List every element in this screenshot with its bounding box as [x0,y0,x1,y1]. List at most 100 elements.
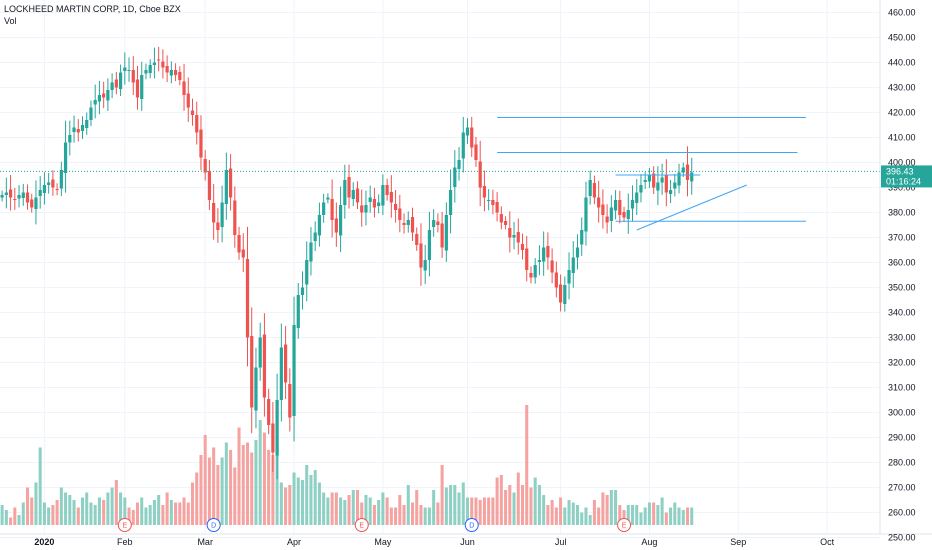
volume-bar [55,500,59,525]
volume-bar [161,505,165,525]
price-tick-label: 400.00 [888,158,916,168]
volume-bar [681,510,685,525]
candle-body [423,260,427,271]
volume-bar [554,507,558,525]
price-axis[interactable]: 460.00 450.00 440.00 430.00 420.00 410.00 400.… [888,8,916,543]
earnings-marker[interactable] [117,518,132,532]
volume-bar [64,492,68,525]
volume-bar [474,497,478,525]
volume-bar [313,470,317,525]
price-tick-label: 390.00 [888,183,916,193]
candle-body [542,247,546,262]
candle-body [63,142,68,173]
candle-body [34,197,38,209]
volume-bar [326,497,330,525]
candle-body [279,347,283,400]
volume-indicator-label[interactable]: Vol [4,16,17,26]
candle-body [584,197,588,232]
candle-body [419,243,423,268]
volume-bar [110,487,114,525]
volume-bar [271,455,275,525]
candle-body [588,180,592,196]
candle-body [93,100,97,105]
candle-body [470,127,474,148]
candle-body [228,168,233,198]
candle-body [55,189,59,190]
volume-bar [529,487,533,525]
price-tick-label: 370.00 [888,233,916,243]
time-axis[interactable]: 2020 Feb Mar Apr May Jun Jul Aug Sep Oct [34,537,834,547]
symbol-title[interactable]: LOCKHEED MARTIN CORP, 1D, Cboe BZX [4,4,181,14]
candle-body [59,170,63,189]
candle-body [305,260,309,285]
drawings[interactable] [497,117,806,231]
volume-bar [516,472,520,525]
volume-bar [68,495,72,525]
candle-body [520,244,525,250]
candle-body [427,230,432,260]
volume-bar [495,477,499,525]
price-tick-label: 410.00 [888,133,916,143]
candle-body [537,260,542,262]
volume-bar [491,497,495,525]
volume-bar [241,445,245,525]
candle-body [533,265,537,278]
candle-body [17,195,21,199]
dividend-marker[interactable] [206,518,221,532]
candle-body [173,70,178,75]
candle-body [368,197,372,202]
volume-bar [51,505,55,525]
volume-bar [25,487,30,525]
price-tick-label: 330.00 [888,333,916,343]
candle-body [288,384,292,418]
volume-bar [626,505,630,525]
candle-body [415,234,419,245]
candle-body [51,179,55,188]
volume-bar [351,490,355,525]
volume-bar [635,505,639,525]
candle-body [300,287,305,295]
candle-body [30,199,34,208]
volume-bar [664,512,668,525]
trend-line[interactable] [636,184,747,231]
candle-body [72,127,76,132]
volume-bar [588,515,592,525]
candle-body [313,232,317,241]
volume-bar [59,487,63,525]
candle-body [102,93,106,98]
price-tick-label: 380.00 [888,208,916,218]
candle-body [554,272,558,288]
volume-bar [415,490,419,525]
candle-body [550,260,554,273]
earnings-marker[interactable] [617,518,632,532]
price-tick-label: 280.00 [888,458,916,468]
volume-bar [677,507,681,525]
volume-bar [114,480,118,525]
candle-body [580,230,584,245]
candle-body [152,62,157,65]
volume-bar [423,507,427,525]
volume-bar [592,500,596,525]
volume-bar [292,472,296,525]
candle-body [652,173,656,188]
volume-bar [377,500,381,525]
candle-body [190,110,195,115]
volume-bar [618,505,622,525]
volume-bar [85,492,89,525]
dividend-marker[interactable] [464,518,479,532]
candle-body [457,160,461,169]
candle-body [525,248,529,270]
volume-bar [660,497,664,525]
volume-bar [174,502,178,525]
volume-bar [440,465,444,525]
candle-body [144,70,148,74]
candle-body [690,172,694,182]
volume-bar [614,490,618,525]
earnings-marker[interactable] [354,518,369,532]
candle-body [165,66,169,73]
candle-body [258,337,262,368]
volume-bar [652,502,656,525]
candle-body [436,221,440,225]
